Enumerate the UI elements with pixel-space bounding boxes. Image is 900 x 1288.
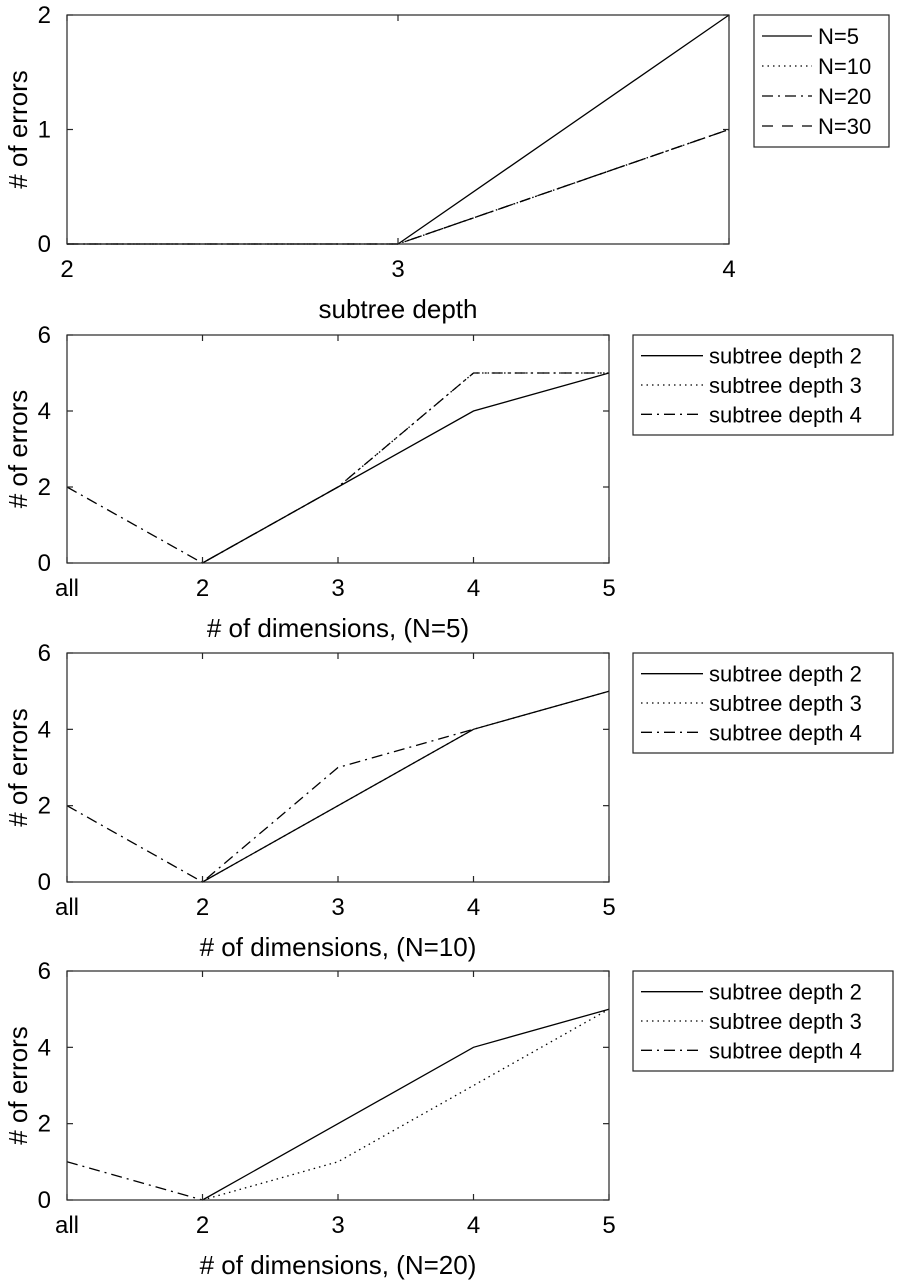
series-line-n-5 [67, 14, 730, 245]
series-line-subtree-depth-2 [202, 690, 610, 883]
x-tick-label: all [55, 894, 79, 921]
axes-frame [66, 970, 610, 1201]
legend-label: N=10 [818, 54, 871, 79]
legend-label: N=30 [818, 114, 871, 139]
legend-box [632, 652, 894, 754]
legend-label: N=20 [818, 84, 871, 109]
y-tick-label: 1 [38, 117, 51, 144]
y-tick-label: 0 [38, 550, 51, 577]
y-axis-label: # of errors [3, 70, 33, 189]
y-tick-label: 0 [38, 231, 51, 258]
chart-panel-4: all 2 3 4 5 0 2 4 6 # of dimensions, (N=20) # of e… [3, 958, 894, 1280]
x-axis-label: # of dimensions, (N=20) [200, 1250, 477, 1280]
legend-label: subtree depth 2 [709, 662, 862, 687]
legend-box [632, 970, 894, 1072]
y-tick-label: 6 [38, 640, 51, 667]
y-tick-label: 2 [38, 2, 51, 29]
legend-label: subtree depth 2 [709, 980, 862, 1005]
x-tick-label: 3 [331, 894, 344, 921]
x-tick-label: 5 [602, 575, 615, 602]
x-tick-label: 2 [196, 894, 209, 921]
legend-label: subtree depth 3 [709, 373, 862, 398]
y-axis-label: # of errors [3, 708, 33, 827]
y-tick-label: 4 [38, 398, 51, 425]
axes-frame [66, 334, 610, 564]
y-axis-label: # of errors [3, 1026, 33, 1145]
x-tick-label: all [55, 575, 79, 602]
series-line-subtree-depth-4 [66, 1161, 203, 1201]
x-tick-label: 2 [196, 1212, 209, 1239]
series-line-n-20 [67, 128, 730, 245]
legend: N=5 N=10 N=20 N=30 [753, 14, 890, 148]
legend-label: subtree depth 4 [709, 1038, 862, 1063]
chart-panel-3: all 2 3 4 5 0 2 4 6 # of dimensions, (N=10) # of e… [3, 640, 894, 962]
y-tick-label: 6 [38, 958, 51, 985]
x-axis-label: # of dimensions, (N=5) [207, 613, 469, 643]
x-tick-label: 2 [60, 256, 73, 283]
legend: subtree depth 2 subtree depth 3 subtree de… [632, 334, 894, 436]
y-tick-label: 4 [38, 1034, 51, 1061]
y-tick-label: 4 [38, 716, 51, 743]
legend: subtree depth 2 subtree depth 3 subtree de… [632, 652, 894, 754]
x-axis-label: subtree depth [318, 294, 477, 324]
series-line-n-10 [67, 128, 730, 245]
series-line-subtree-depth-3 [202, 372, 609, 564]
series-line-subtree-depth-3 [202, 690, 610, 883]
x-tick-label: 2 [196, 575, 209, 602]
legend-box [632, 334, 894, 436]
x-tick-label: 5 [602, 894, 615, 921]
series-line-subtree-depth-4 [66, 728, 474, 883]
x-tick-label: 3 [391, 256, 404, 283]
legend-label: subtree depth 3 [709, 691, 862, 716]
legend-label: subtree depth 4 [709, 720, 862, 745]
chart-panel-2: all 2 3 4 5 0 2 4 6 # of dimensions, (N=5) # of er… [3, 322, 894, 643]
y-tick-label: 2 [38, 793, 51, 820]
legend-label: subtree depth 2 [709, 344, 862, 369]
x-tick-label: all [55, 1212, 79, 1239]
y-tick-label: 0 [38, 869, 51, 896]
series-line-n-30 [67, 128, 730, 245]
axes-frame [66, 14, 730, 245]
series-line-subtree-depth-2 [202, 372, 610, 564]
x-tick-label: 4 [467, 1212, 480, 1239]
series-line-subtree-depth-3 [202, 1008, 610, 1201]
legend: subtree depth 2 subtree depth 3 subtree de… [632, 970, 894, 1072]
x-tick-label: 3 [331, 1212, 344, 1239]
legend-box [753, 14, 890, 148]
x-axis-label: # of dimensions, (N=10) [200, 932, 477, 962]
x-tick-label: 4 [722, 256, 735, 283]
series-line-subtree-depth-2 [202, 1008, 610, 1201]
y-axis-label: # of errors [3, 390, 33, 509]
x-tick-label: 5 [602, 1212, 615, 1239]
chart-panel-1: 2 3 4 0 1 2 subtree depth # of errors N=5 N=10 N=2… [3, 2, 890, 324]
legend-label: subtree depth 3 [709, 1009, 862, 1034]
y-tick-label: 6 [38, 322, 51, 349]
y-tick-label: 0 [38, 1187, 51, 1214]
x-tick-label: 4 [467, 894, 480, 921]
x-tick-label: 3 [331, 575, 344, 602]
x-tick-label: 4 [467, 575, 480, 602]
legend-label: N=5 [818, 24, 859, 49]
series-line-subtree-depth-4 [66, 372, 609, 564]
legend-label: subtree depth 4 [709, 402, 862, 427]
y-tick-label: 2 [38, 474, 51, 501]
y-tick-label: 2 [38, 1111, 51, 1138]
